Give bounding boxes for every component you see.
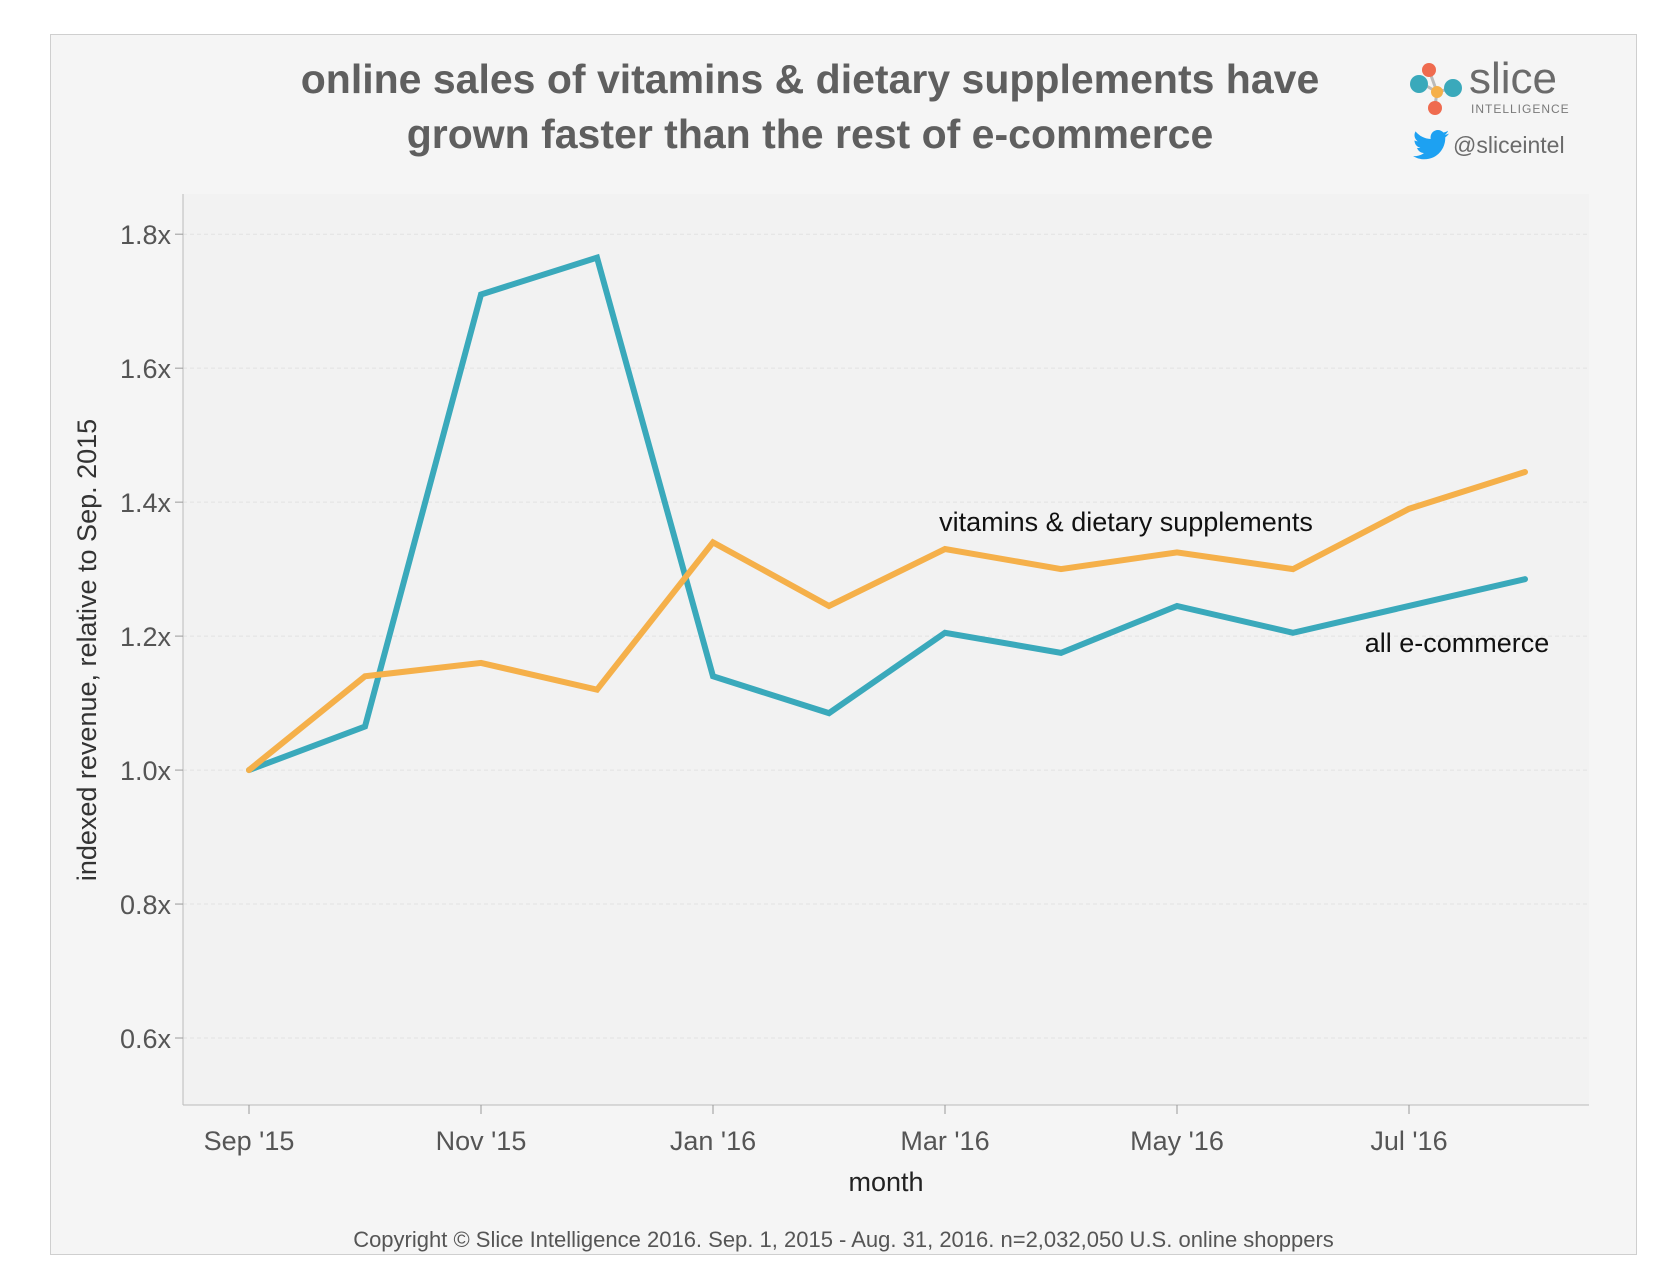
x-tick-label: May '16 [1130, 1126, 1224, 1156]
x-tick-label: Jul '16 [1370, 1126, 1447, 1156]
y-tick-label: 1.0x [120, 756, 172, 786]
y-axis-ticks: 0.6x 0.8x 1.0x 1.2x 1.4x 1.6x 1.8x [120, 220, 183, 1054]
y-tick-label: 1.2x [120, 622, 172, 652]
copyright-footer: Copyright © Slice Intelligence 2016. Sep… [353, 1227, 1334, 1252]
axes [182, 194, 1589, 1106]
x-axis-ticks: Sep '15 Nov '15 Jan '16 Mar '16 May '16 Jul '… [204, 1105, 1448, 1156]
series-line-all-ecommerce [246, 253, 1528, 774]
series-label-all-ecommerce: all e-commerce [1365, 628, 1550, 658]
series-label-vitamins: vitamins & dietary supplements [939, 507, 1313, 537]
chart-title: online sales of vitamins & dietary suppl… [210, 52, 1410, 162]
slice-logo-mark-icon [1410, 63, 1462, 115]
series-lines [246, 253, 1528, 774]
slice-logo: slice INTELLIGENCE @sliceintel [1405, 54, 1585, 168]
y-tick-label: 1.4x [120, 488, 172, 518]
twitter-bird-icon [1413, 130, 1449, 160]
y-tick-label: 1.8x [120, 220, 172, 250]
y-tick-label: 0.6x [120, 1024, 172, 1054]
title-line-2: grown faster than the rest of e-commerce [406, 111, 1214, 157]
x-tick-label: Mar '16 [900, 1126, 989, 1156]
brand-tagline: INTELLIGENCE [1471, 102, 1570, 116]
x-tick-label: Nov '15 [436, 1126, 527, 1156]
plot-area [183, 194, 1589, 1105]
grid-lines [183, 233, 1589, 1039]
twitter-handle: @sliceintel [1453, 132, 1565, 158]
x-axis-label: month [848, 1167, 923, 1197]
x-tick-label: Sep '15 [204, 1126, 295, 1156]
brand-name: slice [1469, 54, 1558, 103]
y-tick-label: 1.6x [120, 354, 172, 384]
series-line-vitamins [246, 468, 1528, 774]
y-tick-label: 0.8x [120, 890, 172, 920]
title-line-1: online sales of vitamins & dietary suppl… [300, 56, 1320, 102]
x-tick-label: Jan '16 [670, 1126, 756, 1156]
y-axis-label: indexed revenue, relative to Sep. 2015 [72, 419, 102, 881]
